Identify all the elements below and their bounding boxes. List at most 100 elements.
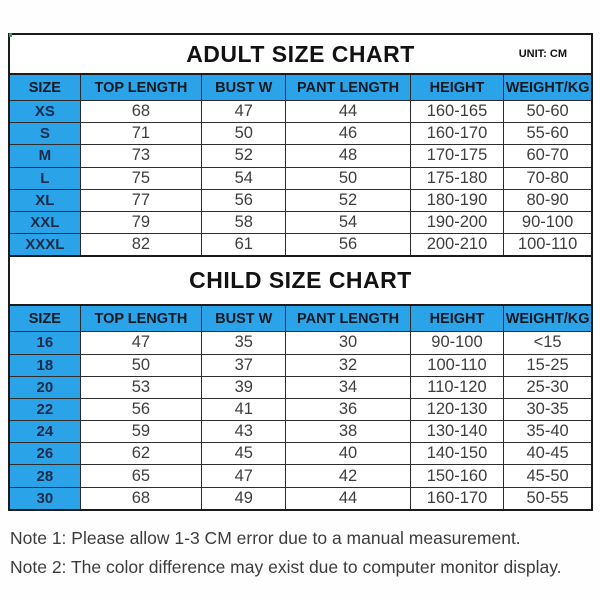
size-cell: 20 <box>10 376 80 398</box>
value-cell: 44 <box>285 487 410 509</box>
size-cell: 26 <box>10 443 80 465</box>
value-cell: 30 <box>285 332 410 354</box>
note-line-1: Note 1: Please allow 1-3 CM error due to… <box>10 528 521 548</box>
value-cell: 32 <box>285 354 410 376</box>
child-header-row: SIZE TOP LENGTH BUST W PANT LENGTH HEIGH… <box>10 304 591 333</box>
value-cell: 38 <box>285 421 410 443</box>
value-cell: 160-165 <box>409 101 504 123</box>
value-cell: 52 <box>285 189 410 211</box>
column-header-weight: WEIGHT/KG <box>503 75 591 100</box>
value-cell: 40-45 <box>503 443 591 465</box>
value-cell: 35-40 <box>503 421 591 443</box>
value-cell: 71 <box>79 123 202 145</box>
value-cell: 47 <box>79 332 202 354</box>
value-cell: 82 <box>79 234 202 256</box>
value-cell: 80-90 <box>503 189 591 211</box>
table-row: M 73 52 48 170-175 60-70 <box>10 144 591 167</box>
column-header-top-length: TOP LENGTH <box>79 306 202 332</box>
value-cell: 65 <box>79 465 202 487</box>
table-row: XXXL 82 61 56 200-210 100-110 <box>10 233 591 256</box>
value-cell: 100-110 <box>503 234 591 256</box>
value-cell: 68 <box>79 487 202 509</box>
table-row: 30 68 49 44 160-170 50-55 <box>10 486 591 509</box>
size-cell: XXL <box>10 211 80 234</box>
value-cell: 47 <box>201 101 286 123</box>
value-cell: 50 <box>201 123 286 145</box>
value-cell: 75 <box>79 167 202 189</box>
value-cell: 52 <box>201 145 286 167</box>
table-row: 18 50 37 32 100-110 15-25 <box>10 353 591 376</box>
value-cell: 54 <box>201 167 286 189</box>
table-row: XL 77 56 52 180-190 80-90 <box>10 188 591 211</box>
column-header-pant-length: PANT LENGTH <box>285 306 410 332</box>
adult-chart-title: ADULT SIZE CHART <box>186 40 415 67</box>
value-cell: 25-30 <box>503 376 591 398</box>
value-cell: 30-35 <box>503 398 591 421</box>
column-header-bust-w: BUST W <box>201 306 286 332</box>
value-cell: 90-100 <box>503 211 591 234</box>
size-cell: XXXL <box>10 234 80 256</box>
value-cell: 62 <box>79 443 202 465</box>
value-cell: 120-130 <box>409 398 504 421</box>
size-cell: 28 <box>10 465 80 487</box>
value-cell: 44 <box>285 101 410 123</box>
value-cell: 45 <box>201 443 286 465</box>
value-cell: 90-100 <box>409 332 504 354</box>
value-cell: 73 <box>79 145 202 167</box>
column-header-size: SIZE <box>10 75 80 100</box>
value-cell: 200-210 <box>409 234 504 256</box>
value-cell: 79 <box>79 211 202 234</box>
value-cell: 50-60 <box>503 101 591 123</box>
table-row: 22 56 41 36 120-130 30-35 <box>10 397 591 421</box>
value-cell: 35 <box>201 332 286 354</box>
size-cell: XL <box>10 189 80 211</box>
table-row: L 75 54 50 175-180 70-80 <box>10 166 591 189</box>
value-cell: 46 <box>285 123 410 145</box>
value-cell: 47 <box>201 465 286 487</box>
note-line-2: Note 2: The color difference may exist d… <box>10 557 562 577</box>
child-chart-title: CHILD SIZE CHART <box>189 267 412 294</box>
value-cell: 58 <box>201 211 286 234</box>
value-cell: 61 <box>201 234 286 256</box>
value-cell: 59 <box>79 421 202 443</box>
value-cell: 150-160 <box>409 465 504 487</box>
value-cell: 53 <box>79 376 202 398</box>
value-cell: 34 <box>285 376 410 398</box>
size-chart-frame: ADULT SIZE CHART UNIT: CM SIZE TOP LENGT… <box>8 33 593 511</box>
value-cell: 36 <box>285 398 410 421</box>
value-cell: 48 <box>285 145 410 167</box>
size-cell: 22 <box>10 398 80 421</box>
column-header-height: HEIGHT <box>409 75 504 100</box>
column-header-weight: WEIGHT/KG <box>503 306 591 332</box>
value-cell: 42 <box>285 465 410 487</box>
value-cell: 56 <box>201 189 286 211</box>
child-title-band: CHILD SIZE CHART <box>10 257 591 305</box>
size-cell: 30 <box>10 487 80 509</box>
value-cell: 68 <box>79 101 202 123</box>
value-cell: 160-170 <box>409 123 504 145</box>
section-divider <box>10 255 591 258</box>
value-cell: 160-170 <box>409 487 504 509</box>
size-cell: 18 <box>10 354 80 376</box>
value-cell: 50 <box>79 354 202 376</box>
value-cell: 54 <box>285 211 410 234</box>
value-cell: 56 <box>285 234 410 256</box>
size-cell: L <box>10 167 80 189</box>
value-cell: 41 <box>201 398 286 421</box>
scan-artifact-dot <box>9 33 12 37</box>
value-cell: 190-200 <box>409 211 504 234</box>
value-cell: 55-60 <box>503 123 591 145</box>
table-row: 16 47 35 30 90-100 <15 <box>10 332 591 354</box>
unit-label: UNIT: CM <box>518 48 567 60</box>
value-cell: 15-25 <box>503 354 591 376</box>
table-row: 20 53 39 34 110-120 25-30 <box>10 375 591 398</box>
value-cell: 175-180 <box>409 167 504 189</box>
table-row: 24 59 43 38 130-140 35-40 <box>10 420 591 443</box>
adult-title-band: ADULT SIZE CHART UNIT: CM <box>10 35 591 73</box>
size-cell: M <box>10 145 80 167</box>
column-header-bust-w: BUST W <box>201 75 286 100</box>
column-header-top-length: TOP LENGTH <box>79 75 202 100</box>
value-cell: 37 <box>201 354 286 376</box>
value-cell: 180-190 <box>409 189 504 211</box>
value-cell: 39 <box>201 376 286 398</box>
